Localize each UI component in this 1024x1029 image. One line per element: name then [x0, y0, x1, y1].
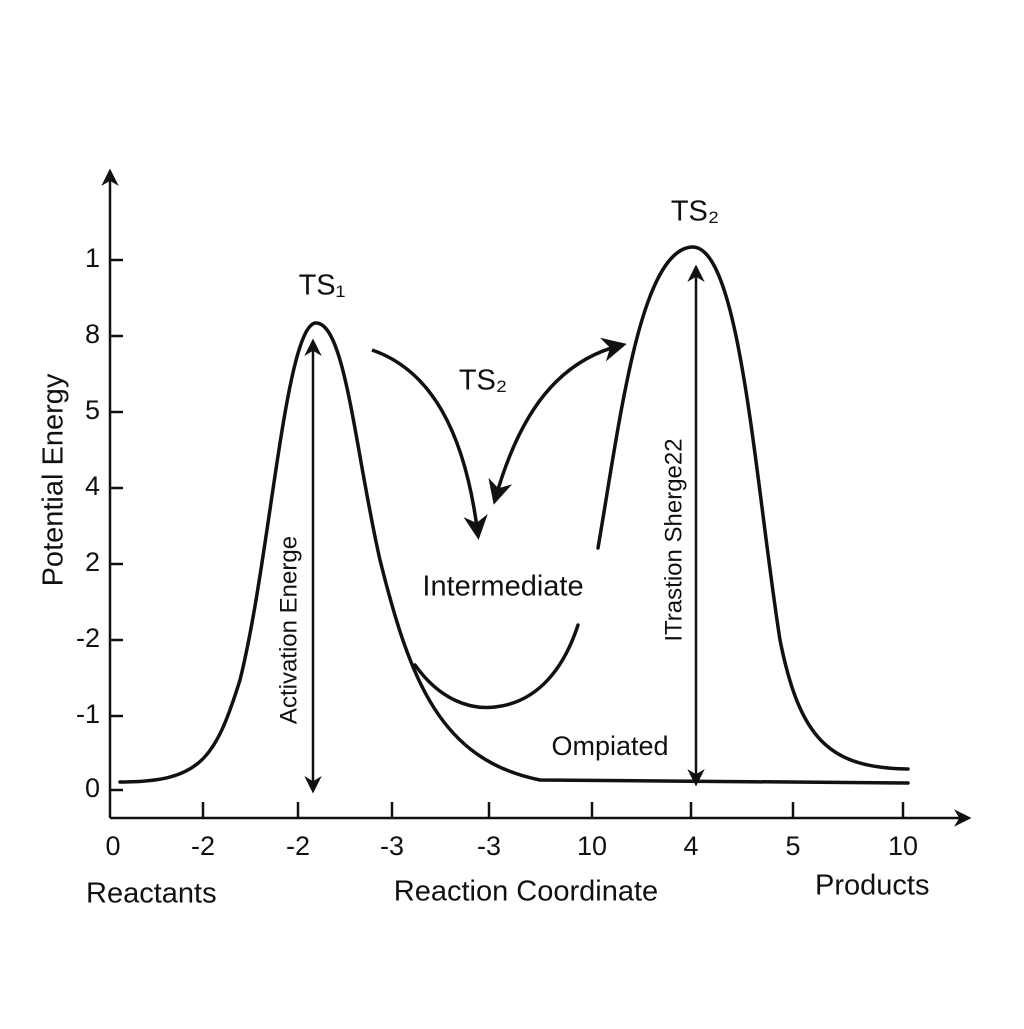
products-label: Products: [815, 870, 929, 902]
y-axis-title: Potential Energy: [38, 373, 70, 586]
x-tick-label: -3: [380, 831, 404, 861]
y-tick-label: 0: [85, 773, 100, 803]
x-tick-label: 10: [888, 831, 918, 861]
energy-curve: [118, 321, 910, 785]
y-tick-label: -1: [76, 699, 100, 729]
x-tick-label: -2: [286, 831, 310, 861]
y-ticks: 1 8 5 4 2 -2 -1 0: [76, 243, 123, 803]
y-tick-label: 4: [85, 471, 100, 501]
x-tick-label: 10: [577, 831, 607, 861]
x-axis-title: Reaction Coordinate: [394, 876, 658, 908]
y-tick-label: -2: [76, 623, 100, 653]
reactants-label: Reactants: [86, 878, 217, 910]
intermediate-curve: [413, 623, 580, 710]
ts2-label: TS₂: [459, 365, 507, 397]
ompiated-label: Ompiated: [551, 731, 668, 761]
x-tick-label: 4: [683, 831, 698, 861]
y-tick-label: 8: [85, 319, 100, 349]
y-tick-label: 1: [85, 243, 100, 273]
ts1-label: TS₁: [299, 270, 346, 302]
activation-label: Activation Energe: [275, 536, 302, 724]
y-tick-label: 5: [85, 395, 100, 425]
x-tick-label: 0: [105, 831, 120, 861]
intermediate-label: Intermediate: [422, 571, 583, 603]
energy-curve-2: [596, 245, 910, 771]
x-tick-label: -2: [191, 831, 215, 861]
curved-arrow: [371, 348, 488, 540]
x-tick-label: -3: [477, 831, 501, 861]
ts2-label: TS₂: [671, 196, 719, 228]
curved-arrow: [488, 337, 627, 505]
transition-label: ITrastion Sherge22: [660, 438, 687, 641]
x-tick-label: 5: [785, 831, 800, 861]
x-ticks: 0 -2 -2 -3 -3 10 4 5 10: [105, 802, 918, 861]
y-tick-label: 2: [85, 547, 100, 577]
